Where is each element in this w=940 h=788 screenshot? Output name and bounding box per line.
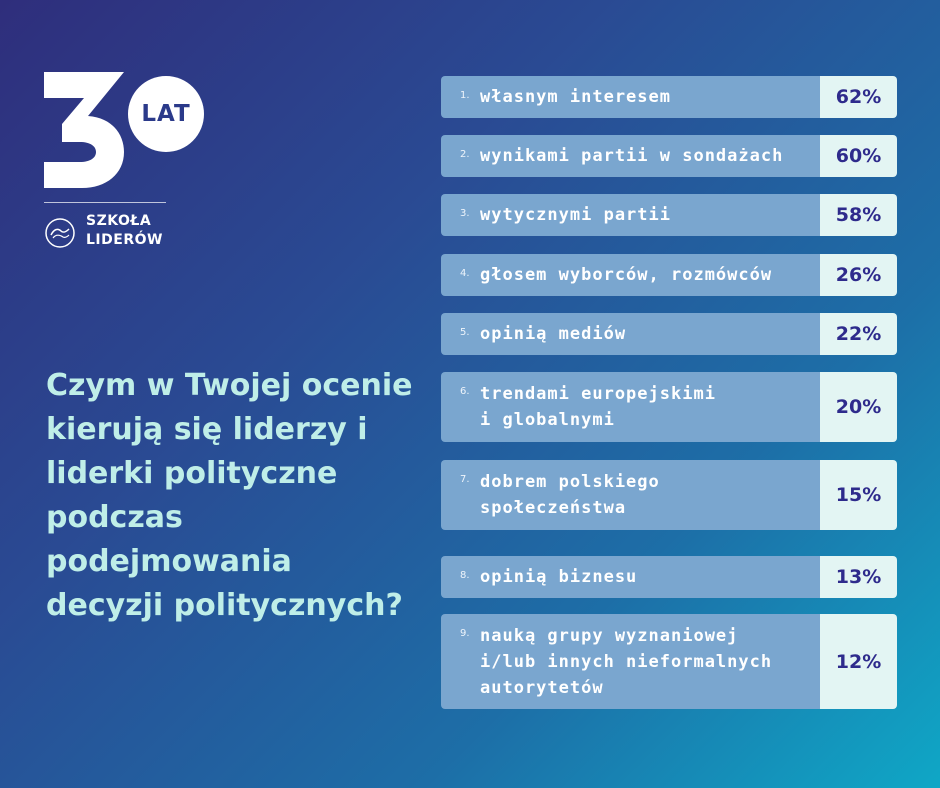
ranking-row-number: 8. [460,570,470,581]
ranking-row-value: 13% [820,556,897,598]
ranking-row-number: 9. [460,628,470,639]
ranking-row-label: trendami europejskimi i globalnymi [480,384,716,430]
ranking-row-label-box: 7. dobrem polskiego społeczeństwa [441,460,820,530]
ranking-row: 8. opinią biznesu 13% [441,556,897,598]
ranking-row-value: 12% [820,614,897,709]
ranking-row-value: 22% [820,313,897,355]
ranking-row-value: 20% [820,372,897,442]
logo-digit-3-icon [44,72,124,188]
ranking-row-label-box: 6. trendami europejskimi i globalnymi [441,372,820,442]
school-name: SZKOŁA LIDERÓW [86,213,163,248]
ranking-row-label-box: 3. wytycznymi partii [441,194,820,236]
ranking-row-label-box: 5. opinią mediów [441,313,820,355]
ranking-row: 6. trendami europejskimi i globalnymi 20% [441,372,897,442]
ranking-row: 2. wynikami partii w sondażach 60% [441,135,897,177]
ranking-row-label: opinią biznesu [480,567,638,587]
ranking-row-value: 62% [820,76,897,118]
ranking-row-value: 15% [820,460,897,530]
logo-lat-text: LAT [141,101,191,127]
logo-lat-circle: LAT [128,76,204,152]
ranking-row-number: 7. [460,474,470,485]
ranking-row-number: 2. [460,149,470,160]
ranking-row-value: 60% [820,135,897,177]
ranking-row-value: 26% [820,254,897,296]
question-heading: Czym w Twojej ocenie kierują się liderzy… [46,368,413,623]
logo-divider [44,202,166,203]
ranking-row-label: dobrem polskiego społeczeństwa [480,472,660,518]
ranking-row-number: 1. [460,90,470,101]
ranking-row-label-box: 1. własnym interesem [441,76,820,118]
ranking-row-label: wynikami partii w sondażach [480,146,784,166]
school-emblem-icon [45,218,75,248]
ranking-row: 5. opinią mediów 22% [441,313,897,355]
ranking-row-value: 58% [820,194,897,236]
ranking-row-label: wytycznymi partii [480,205,671,225]
ranking-row-label: głosem wyborców, rozmówców [480,265,773,285]
ranking-row-label-box: 8. opinią biznesu [441,556,820,598]
ranking-row: 7. dobrem polskiego społeczeństwa 15% [441,460,897,530]
ranking-row-number: 3. [460,208,470,219]
ranking-row: 1. własnym interesem 62% [441,76,897,118]
ranking-row-label: własnym interesem [480,87,671,107]
ranking-row-number: 4. [460,268,470,279]
logo-30-lat: LAT SZKOŁA LIDERÓW [44,72,204,252]
ranking-row-number: 5. [460,327,470,338]
ranking-row: 4. głosem wyborców, rozmówców 26% [441,254,897,296]
ranking-row: 3. wytycznymi partii 58% [441,194,897,236]
ranking-row-label: nauką grupy wyznaniowej i/lub innych nie… [480,625,773,698]
ranking-row-label: opinią mediów [480,324,627,344]
ranking-row: 9. nauką grupy wyznaniowej i/lub innych n… [441,614,897,709]
ranking-row-label-box: 4. głosem wyborców, rozmówców [441,254,820,296]
ranking-row-number: 6. [460,386,470,397]
ranking-row-label-box: 2. wynikami partii w sondażach [441,135,820,177]
ranking-row-label-box: 9. nauką grupy wyznaniowej i/lub innych n… [441,614,820,709]
